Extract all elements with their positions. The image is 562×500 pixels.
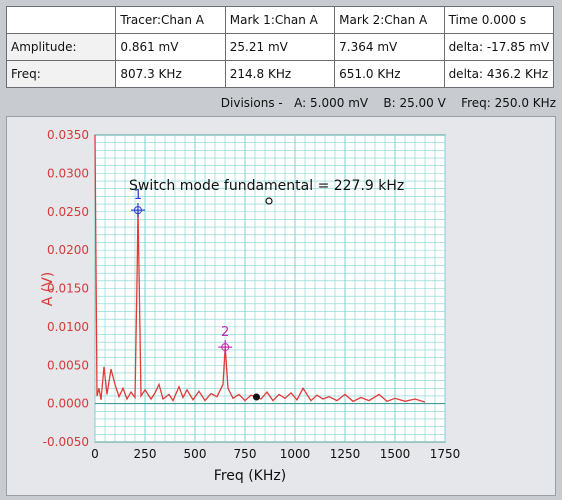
mark1-header: Mark 1:Chan A [224,6,336,34]
x-tick-label: 0 [91,447,99,461]
mark2-freq: 651.0 KHz [334,60,445,88]
x-tick-label: 500 [184,447,207,461]
marker-label: 1 [134,188,142,203]
y-tick-label: 0.0300 [47,166,89,180]
x-tick-labels: 0 250 500 750 1000 1250 1500 1750 [91,447,460,461]
y-tick-label: -0.0050 [43,435,89,449]
x-tick-label: 1250 [330,447,361,461]
y-tick-label: 0.0150 [47,282,89,296]
spectrum-chart: 0.0350 0.0300 0.0250 0.0200 0.0150 0.0100 0.00… [40,128,460,484]
freq-delta: delta: 436.2 KHz [443,60,555,88]
y-tick-label: 0.0250 [47,205,89,219]
x-tick-label: 750 [234,447,257,461]
time-header: Time 0.000 s [443,6,555,34]
mark2-header: Mark 2:Chan A [334,6,445,34]
tracer-amplitude: 0.861 mV [115,33,226,61]
x-tick-label: 250 [134,447,157,461]
amplitude-label: Amplitude: [5,33,117,61]
readout-corner-cell [5,6,117,34]
annotation-anchor-dot [265,197,273,205]
marker-label: 2 [221,325,229,340]
marker-ring [221,343,230,352]
mark1-amplitude: 25.21 mV [224,33,336,61]
tracer-header: Tracer:Chan A [115,6,226,34]
mark2-amplitude: 7.364 mV [334,33,445,61]
freq-row: Freq: 807.3 KHz 214.8 KHz 651.0 KHz delt… [5,60,555,88]
mark1-freq: 214.8 KHz [224,60,336,88]
marker-1[interactable]: 1 [130,188,145,218]
divisions-readout: Divisions - A: 5.000 mV B: 25.00 V Freq:… [220,96,556,110]
marker-ring [133,206,142,215]
y-axis-label: A (V) [40,272,56,307]
x-axis-label: Freq (KHz) [214,468,286,484]
tracer-point[interactable] [252,393,260,401]
y-tick-labels: 0.0350 0.0300 0.0250 0.0200 0.0150 0.0100 0.00… [43,128,89,449]
grid-lines [94,134,446,443]
spectrum-trace [94,134,426,403]
marker-2[interactable]: 2 [218,325,233,355]
y-tick-label: 0.0350 [47,128,89,142]
fundamental-annotation: Switch mode fundamental = 227.9 kHz [129,178,404,194]
x-tick-label: 1500 [380,447,411,461]
y-tick-label: 0.0100 [47,320,89,334]
x-tick-label: 1750 [430,447,461,461]
y-tick-label: 0.0200 [47,243,89,257]
y-tick-label: 0.0050 [47,358,89,372]
amplitude-delta: delta: -17.85 mV [443,33,555,61]
tracer-freq: 807.3 KHz [115,60,226,88]
markers-layer[interactable]: 12 [130,188,260,401]
spectrum-panel: 0.0350 0.0300 0.0250 0.0200 0.0150 0.0100 0.00… [6,116,556,496]
freq-label: Freq: [5,60,117,88]
measurement-readout-table: Tracer:Chan A Mark 1:Chan A Mark 2:Chan … [5,6,555,88]
readout-header-row: Tracer:Chan A Mark 1:Chan A Mark 2:Chan … [5,6,555,34]
x-tick-label: 1000 [280,447,311,461]
y-tick-label: 0.0000 [47,397,89,411]
amplitude-row: Amplitude: 0.861 mV 25.21 mV 7.364 mV de… [5,33,555,61]
